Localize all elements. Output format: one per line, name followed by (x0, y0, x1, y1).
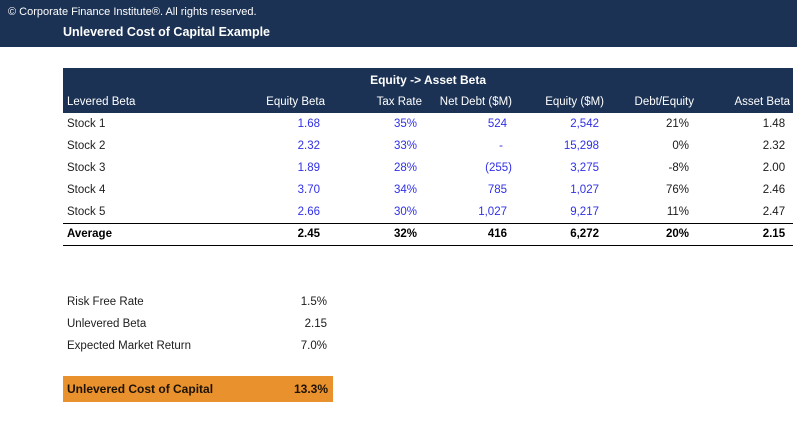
cell-equity-beta[interactable]: 2.32 (297, 140, 320, 152)
beta-table: Equity -> Asset Beta Levered Beta Equity… (63, 68, 794, 246)
table-title: Equity -> Asset Beta (63, 68, 794, 91)
assumption-label: Unlevered Beta (67, 318, 147, 330)
cell-asset-beta[interactable]: 2.00 (762, 162, 786, 174)
cell-equity[interactable]: 15,298 (563, 140, 599, 152)
cell-debt-equity[interactable]: 11% (666, 205, 689, 218)
cell-equity[interactable]: 2,542 (570, 118, 599, 130)
col-header-asset-beta: Asset Beta (697, 91, 794, 113)
unlevered-cost-of-capital-result: Unlevered Cost of Capital 13.3% (63, 376, 333, 402)
cell-equity[interactable]: 9,217 (570, 205, 599, 218)
cell-average-tax-rate[interactable]: 32% (328, 222, 425, 246)
assumption-label: Risk Free Rate (67, 296, 144, 308)
table-title-row: Equity -> Asset Beta (63, 68, 794, 91)
cell-tax-rate[interactable]: 35% (393, 118, 417, 130)
cell-debt-equity[interactable]: 21% (665, 118, 689, 130)
cell-equity[interactable]: 1,027 (570, 184, 599, 196)
assumption-value[interactable]: 2.15 (304, 318, 327, 330)
assumption-value[interactable]: 7.0% (300, 340, 327, 352)
cell-net-debt[interactable]: 785 (487, 184, 507, 196)
cell-average-equity-beta[interactable]: 2.45 (235, 222, 328, 246)
cell-net-debt[interactable]: (255) (485, 162, 512, 174)
cell-equity-beta[interactable]: 1.68 (297, 118, 320, 130)
result-value[interactable]: 13.3% (293, 382, 328, 396)
cell-equity[interactable]: 3,275 (570, 162, 599, 174)
cell-asset-beta[interactable]: 1.48 (762, 118, 786, 130)
table-header-row: Levered Beta Equity Beta Tax Rate Net De… (63, 91, 794, 113)
table-row-stock-5: Stock 5 2.66 30% 1,027 9,217 11% 2.47 (63, 201, 793, 223)
cell-stock-label[interactable]: Stock 3 (67, 162, 106, 174)
assumption-expected-market-return: Expected Market Return 7.0% (63, 335, 329, 357)
cell-tax-rate[interactable]: 30% (393, 205, 417, 218)
table-row-stock-4: Stock 4 3.70 34% 785 1,027 76% 2.46 (63, 179, 793, 201)
table-row-stock-1: Stock 1 1.68 35% 524 2,542 21% 1.48 (63, 113, 793, 135)
assumption-label: Expected Market Return (67, 340, 192, 352)
col-header-levered-beta: Levered Beta (63, 91, 235, 113)
col-header-equity: Equity ($M) (515, 91, 607, 113)
table-row-stock-3: Stock 3 1.89 28% (255) 3,275 -8% 2.00 (63, 157, 793, 179)
assumption-value[interactable]: 1.5% (300, 296, 327, 308)
col-header-equity-beta: Equity Beta (235, 91, 328, 113)
copyright-text: © Corporate Finance Institute®. All righ… (8, 6, 257, 18)
assumptions-block: Risk Free Rate 1.5% Unlevered Beta 2.15 … (63, 291, 329, 357)
col-header-tax-rate: Tax Rate (328, 91, 425, 113)
col-header-net-debt: Net Debt ($M) (425, 91, 515, 113)
cell-tax-rate[interactable]: 28% (393, 162, 417, 174)
cell-average-debt-equity[interactable]: 20% (607, 222, 697, 246)
cell-net-debt[interactable]: 1,027 (478, 205, 507, 218)
cell-average-equity[interactable]: 6,272 (515, 222, 607, 246)
table-row-average: Average 2.45 32% 416 6,272 20% 2.15 (63, 222, 794, 246)
col-header-debt-equity: Debt/Equity (607, 91, 697, 113)
cell-equity-beta[interactable]: 1.89 (297, 162, 320, 174)
cell-tax-rate[interactable]: 33% (393, 140, 417, 152)
cell-debt-equity[interactable]: 76% (665, 184, 689, 196)
cell-tax-rate[interactable]: 34% (393, 184, 417, 196)
cell-net-debt[interactable]: - (499, 140, 503, 152)
cell-average-asset-beta[interactable]: 2.15 (697, 222, 794, 246)
top-banner: © Corporate Finance Institute®. All righ… (0, 0, 797, 47)
assumption-unlevered-beta: Unlevered Beta 2.15 (63, 313, 329, 335)
cell-equity-beta[interactable]: 3.70 (297, 184, 320, 196)
cell-stock-label[interactable]: Stock 5 (67, 205, 106, 218)
cell-equity-beta[interactable]: 2.66 (297, 205, 320, 218)
cell-stock-label[interactable]: Stock 1 (67, 118, 106, 130)
assumption-risk-free-rate: Risk Free Rate 1.5% (63, 291, 329, 313)
cell-stock-label[interactable]: Stock 4 (67, 184, 106, 196)
cell-asset-beta[interactable]: 2.46 (762, 184, 786, 196)
cell-debt-equity[interactable]: 0% (672, 140, 689, 152)
table-row-stock-2: Stock 2 2.32 33% - 15,298 0% 2.32 (63, 135, 793, 157)
cell-average-label[interactable]: Average (63, 222, 235, 246)
cell-average-net-debt[interactable]: 416 (425, 222, 515, 246)
cell-asset-beta[interactable]: 2.47 (762, 205, 786, 218)
cell-debt-equity[interactable]: -8% (668, 162, 689, 174)
cell-stock-label[interactable]: Stock 2 (67, 140, 106, 152)
page-title: Unlevered Cost of Capital Example (63, 25, 271, 39)
result-label: Unlevered Cost of Capital (67, 382, 214, 396)
cell-asset-beta[interactable]: 2.32 (762, 140, 786, 152)
cell-net-debt[interactable]: 524 (487, 118, 507, 130)
